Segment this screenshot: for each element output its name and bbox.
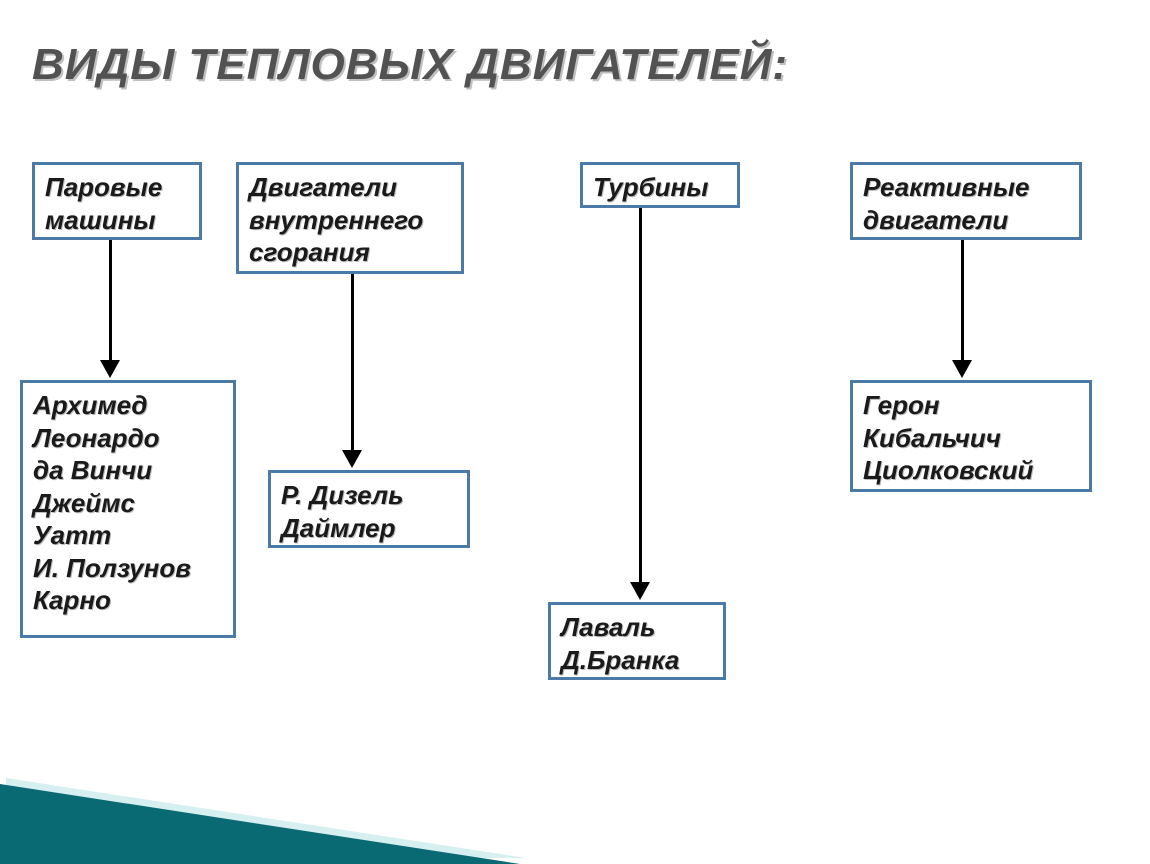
- box-turbine-people: ЛавальД.Бранка: [548, 602, 726, 680]
- box-steam-people: АрхимедЛеонардода ВинчиДжеймсУаттИ. Полз…: [20, 380, 236, 638]
- box-jet-engines-label: Реактивныедвигатели: [863, 172, 1030, 235]
- decor-triangle: [0, 784, 520, 864]
- arrow-jet: [961, 240, 964, 362]
- box-ice-people-label: Р. ДизельДаймлер: [281, 480, 404, 543]
- arrow-ice: [351, 274, 354, 452]
- box-ice-people: Р. ДизельДаймлер: [268, 470, 470, 548]
- box-internal-combustion: Двигателивнутреннегосгорания: [236, 162, 464, 274]
- arrow-steam-head: [100, 360, 120, 378]
- page-title: ВИДЫ ТЕПЛОВЫХ ДВИГАТЕЛЕЙ:: [32, 40, 788, 90]
- box-internal-combustion-label: Двигателивнутреннегосгорания: [249, 172, 423, 267]
- box-turbines: Турбины: [580, 162, 740, 208]
- box-jet-people-label: ГеронКибальчичЦиолковский: [863, 390, 1033, 485]
- box-jet-engines: Реактивныедвигатели: [850, 162, 1082, 240]
- box-steam-engines-label: Паровыемашины: [45, 172, 162, 235]
- arrow-steam: [109, 240, 112, 362]
- arrow-turbines-head: [630, 582, 650, 600]
- box-steam-engines: Паровыемашины: [32, 162, 202, 240]
- arrow-jet-head: [952, 360, 972, 378]
- arrow-ice-head: [342, 450, 362, 468]
- box-turbine-people-label: ЛавальД.Бранка: [561, 612, 679, 675]
- arrow-turbines: [639, 208, 642, 584]
- box-steam-people-label: АрхимедЛеонардода ВинчиДжеймсУаттИ. Полз…: [33, 390, 191, 615]
- box-turbines-label: Турбины: [593, 172, 708, 202]
- box-jet-people: ГеронКибальчичЦиолковский: [850, 380, 1092, 492]
